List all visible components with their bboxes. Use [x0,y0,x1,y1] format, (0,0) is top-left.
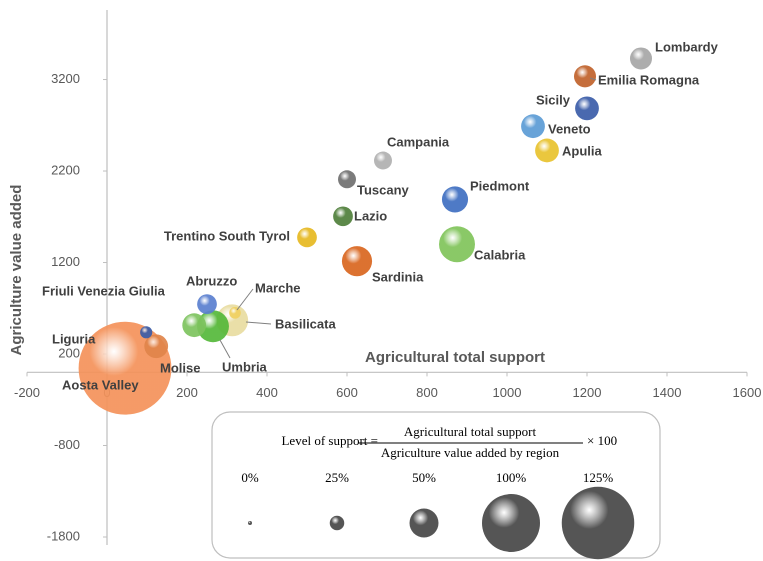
bubble-label: Molise [160,360,200,375]
bubble-label: Campania [387,134,450,149]
leader-line [236,288,254,311]
y-tick-label: -800 [54,437,80,452]
bubble-label: Liguria [52,331,96,346]
x-tick-label: 200 [176,385,198,400]
bubble-label: Abruzzo [186,273,237,288]
size-legend-bubble [409,508,439,538]
bubble-label: Sardinia [372,269,424,284]
y-tick-label: 1200 [51,254,80,269]
bubble-label: Aosta Valley [62,377,139,392]
bubble-label: Veneto [548,121,591,136]
bubble-label: Umbria [222,359,268,374]
formula-numerator: Agricultural total support [404,424,537,439]
size-legend-label: 125% [583,470,614,485]
leader-line [219,339,231,359]
y-tick-label: 200 [58,345,80,360]
size-legend-label: 0% [241,470,259,485]
bubble-label: Calabria [474,247,526,262]
bubble-label: Basilicata [275,316,336,331]
formula-right: × 100 [587,433,617,448]
x-tick-label: 1600 [733,385,762,400]
y-tick-label: -1800 [47,528,80,543]
bubble-label: Piedmont [470,178,530,193]
bubble-label: Apulia [562,143,602,158]
bubble [197,294,217,315]
legend-box [211,411,661,559]
bubble-label: Trentino South Tyrol [164,228,290,243]
bubble [144,334,169,359]
bubble [297,227,317,248]
size-legend-label: 50% [412,470,436,485]
bubble-label: Tuscany [357,182,410,197]
formula-denominator: Agriculture value added by region [381,445,560,460]
bubble [573,65,597,88]
bubble-label: Lombardy [655,39,719,54]
y-tick-label: 2200 [51,162,80,177]
bubble-label: Lazio [354,208,387,223]
x-tick-label: 1200 [573,385,602,400]
x-tick-label: 1000 [493,385,522,400]
bubble-label: Sicily [536,92,571,107]
bubble [229,307,241,319]
x-axis-label: Agricultural total support [365,349,545,366]
size-legend-bubble [561,486,635,560]
leader-line [589,77,597,81]
bubble [521,114,545,139]
bubble [575,96,599,121]
size-legend-bubble [482,494,540,552]
x-tick-label: 400 [256,385,278,400]
bubble [439,226,475,263]
leader-line [245,321,272,325]
bubble [197,310,229,343]
x-tick-label: 600 [336,385,358,400]
formula-left: Level of support = [281,433,378,448]
x-tick-label: 1400 [653,385,682,400]
size-legend-label: 25% [325,470,349,485]
bubble-label: Friuli Venezia Giulia [42,283,166,298]
bubble-label: Emilia Romagna [598,72,700,87]
bubble [441,186,469,213]
bubble [140,326,153,339]
bubble [374,151,392,170]
bubble-label: Marche [255,280,301,295]
bubble [182,313,207,338]
bubble [629,47,653,70]
bubble [333,206,353,227]
x-tick-label: 800 [416,385,438,400]
x-tick-label: -200 [14,385,40,400]
size-legend-bubble [248,521,252,525]
size-legend-bubble [329,515,345,531]
y-tick-label: 3200 [51,71,80,86]
bubble [341,246,373,277]
y-axis-label: Agriculture value added [8,185,25,356]
bubble [535,138,559,163]
bubble [338,170,356,189]
size-legend-label: 100% [496,470,527,485]
